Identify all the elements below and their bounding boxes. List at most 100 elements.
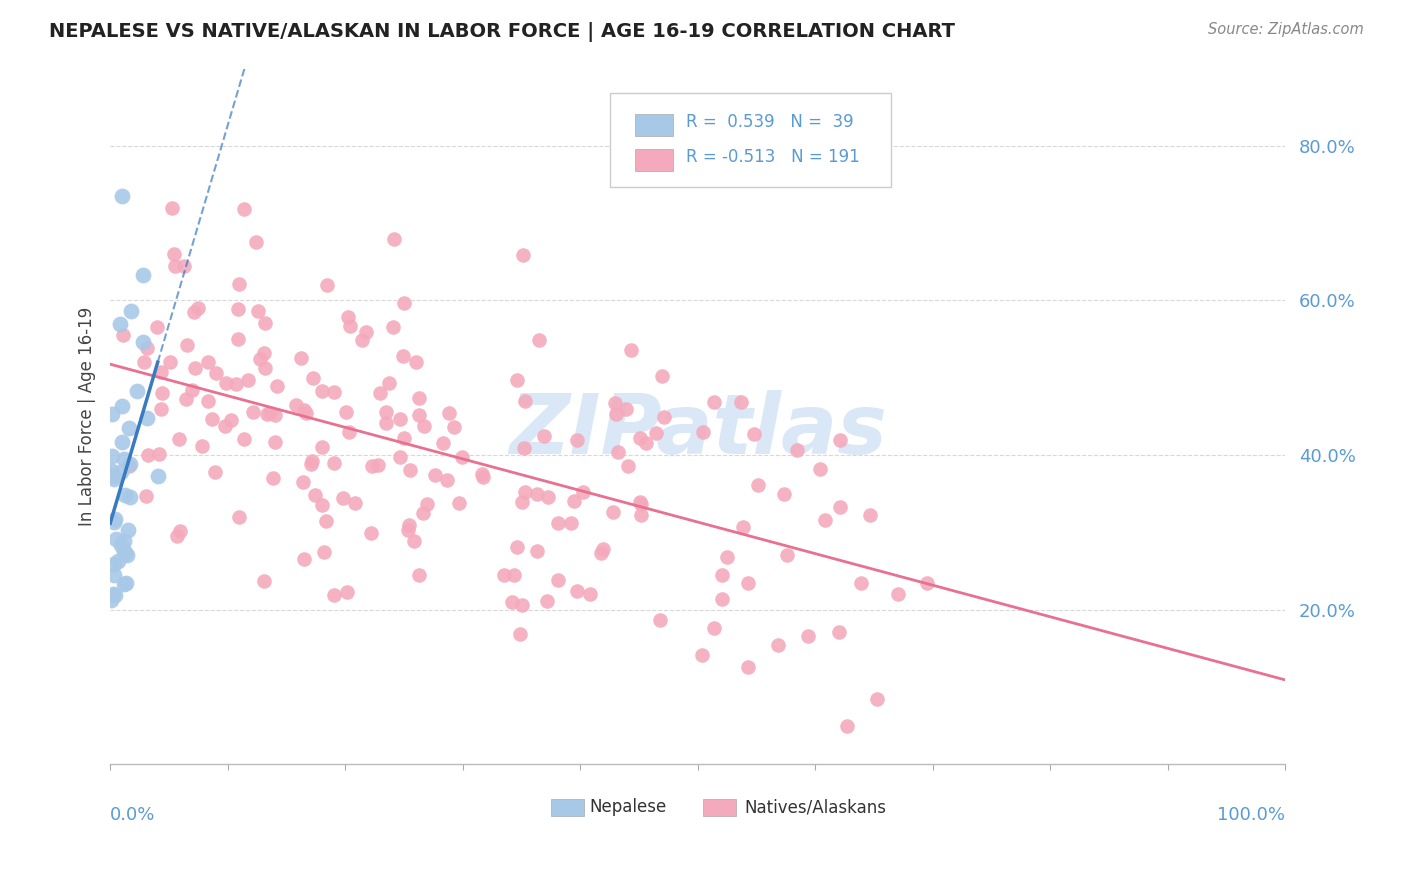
- Point: [111, 327, 134, 342]
- Point: [292, 552, 315, 566]
- Point: [180, 384, 202, 398]
- Point: [114, 546, 136, 560]
- Point: [747, 477, 769, 491]
- Point: [645, 426, 668, 441]
- Point: [737, 659, 759, 673]
- Point: [101, 449, 124, 463]
- Point: [301, 454, 323, 468]
- Point: [711, 568, 734, 582]
- Point: [830, 433, 852, 447]
- Text: Nepalese: Nepalese: [589, 798, 666, 816]
- Point: [262, 471, 284, 485]
- Point: [101, 587, 124, 601]
- Point: [197, 355, 219, 369]
- Point: [513, 441, 536, 455]
- Point: [560, 516, 582, 530]
- Point: [703, 621, 725, 635]
- Point: [125, 384, 148, 398]
- Point: [311, 441, 333, 455]
- Point: [145, 320, 167, 334]
- Point: [169, 524, 191, 539]
- Point: [828, 500, 851, 515]
- Point: [509, 626, 531, 640]
- Point: [232, 202, 254, 216]
- Point: [413, 419, 436, 434]
- Point: [112, 533, 135, 548]
- Point: [526, 487, 548, 501]
- Point: [184, 360, 207, 375]
- Point: [773, 486, 796, 500]
- Point: [565, 433, 588, 447]
- Point: [512, 247, 534, 261]
- Point: [368, 386, 391, 401]
- Point: [572, 484, 595, 499]
- Point: [295, 406, 318, 420]
- Point: [367, 458, 389, 472]
- Point: [101, 464, 124, 478]
- Point: [375, 416, 398, 430]
- Point: [510, 495, 533, 509]
- Point: [103, 472, 125, 486]
- Point: [506, 373, 529, 387]
- Point: [471, 467, 494, 482]
- Point: [107, 554, 129, 568]
- Point: [503, 567, 526, 582]
- Point: [547, 573, 569, 587]
- Point: [537, 490, 560, 504]
- Point: [118, 458, 141, 472]
- Point: [562, 493, 585, 508]
- Point: [242, 405, 264, 419]
- Point: [775, 549, 797, 563]
- Point: [526, 543, 548, 558]
- Point: [339, 319, 361, 334]
- Point: [567, 583, 589, 598]
- Point: [630, 508, 652, 522]
- Point: [814, 513, 837, 527]
- Point: [316, 277, 339, 292]
- Point: [176, 338, 198, 352]
- Point: [249, 351, 271, 366]
- Point: [614, 402, 637, 417]
- Point: [205, 366, 228, 380]
- Y-axis label: In Labor Force | Age 16-19: In Labor Force | Age 16-19: [79, 307, 96, 526]
- Point: [214, 419, 236, 434]
- Point: [263, 434, 285, 449]
- Point: [187, 301, 209, 315]
- Point: [132, 335, 155, 350]
- Text: NEPALESE VS NATIVE/ALASKAN IN LABOR FORCE | AGE 16-19 CORRELATION CHART: NEPALESE VS NATIVE/ALASKAN IN LABOR FORC…: [49, 22, 955, 42]
- Point: [408, 568, 430, 582]
- FancyBboxPatch shape: [636, 114, 673, 136]
- Point: [201, 412, 224, 426]
- Point: [197, 394, 219, 409]
- Point: [302, 370, 325, 384]
- Point: [472, 469, 495, 483]
- Point: [166, 529, 188, 543]
- Point: [117, 548, 139, 562]
- Point: [602, 505, 624, 519]
- Point: [797, 628, 820, 642]
- Point: [254, 316, 277, 330]
- Point: [859, 508, 882, 523]
- Point: [117, 523, 139, 537]
- Point: [259, 406, 281, 420]
- Point: [389, 412, 412, 426]
- Point: [246, 304, 269, 318]
- Point: [112, 543, 135, 558]
- Point: [120, 304, 142, 318]
- Point: [628, 431, 651, 445]
- Point: [398, 518, 420, 533]
- Point: [100, 593, 122, 607]
- Point: [228, 509, 250, 524]
- Point: [402, 534, 425, 549]
- Point: [314, 545, 336, 559]
- Point: [501, 595, 523, 609]
- Point: [786, 443, 808, 458]
- Point: [381, 319, 404, 334]
- Point: [103, 469, 125, 483]
- Point: [423, 467, 446, 482]
- Point: [112, 452, 135, 467]
- Point: [616, 459, 638, 474]
- Point: [150, 365, 173, 379]
- Point: [134, 355, 156, 369]
- Point: [266, 378, 288, 392]
